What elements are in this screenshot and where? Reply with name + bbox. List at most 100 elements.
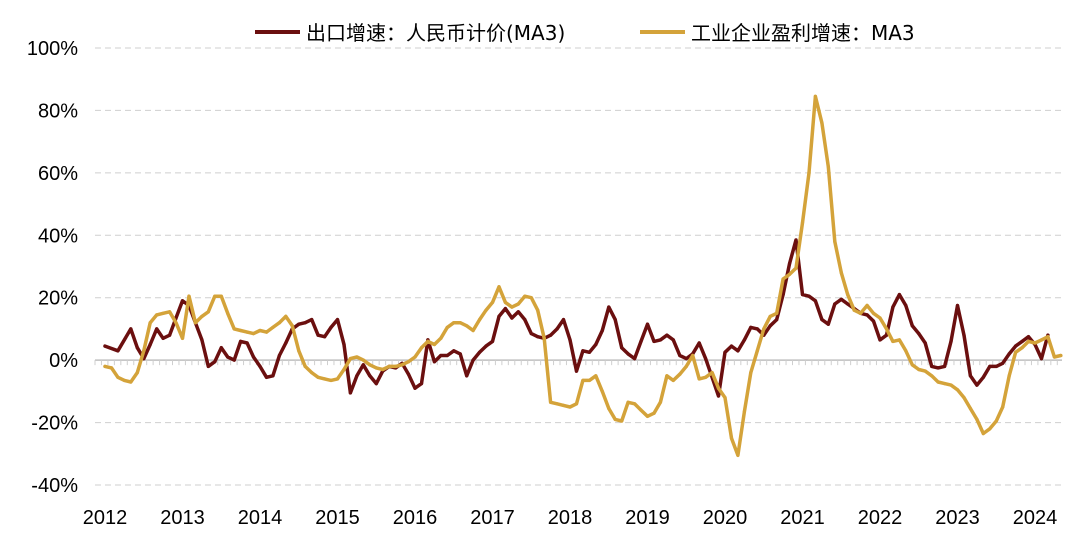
data-point-series-1 (923, 369, 927, 373)
data-point-series-1 (290, 324, 294, 328)
data-point-series-1 (419, 346, 424, 350)
data-point-series-0 (781, 293, 785, 297)
data-point-series-1 (955, 388, 960, 392)
data-point-series-0 (419, 382, 424, 386)
grid-lines (95, 47, 1062, 486)
data-point-series-0 (316, 333, 320, 337)
data-point-series-1 (193, 321, 197, 325)
data-point-series-1 (729, 436, 734, 440)
data-point-series-1 (968, 406, 973, 411)
data-point-series-1 (768, 314, 772, 318)
data-point-series-1 (684, 364, 688, 368)
data-point-series-1 (142, 349, 146, 353)
data-point-series-0 (116, 349, 120, 353)
x-axis-ticks: 2012 2013 2014 2015 2016 2017 2018 2019 2020 2021… (83, 507, 1058, 529)
data-point-series-0 (568, 338, 572, 342)
data-point-series-0 (484, 344, 488, 348)
data-point-series-1 (716, 386, 721, 390)
data-point-series-0 (807, 294, 811, 298)
data-point-series-1 (342, 367, 346, 372)
data-point-series-0 (633, 357, 637, 361)
data-point-series-0 (439, 353, 443, 358)
data-point-series-1 (503, 300, 507, 304)
data-point-series-1 (251, 332, 256, 336)
data-point-series-1 (1020, 346, 1024, 350)
data-point-series-1 (930, 374, 934, 378)
data-point-series-0 (729, 344, 734, 348)
data-point-series-0 (665, 333, 669, 337)
data-point-series-1 (445, 325, 449, 329)
data-point-series-0 (574, 369, 579, 373)
y-tick-label: -20% (31, 413, 78, 435)
data-point-series-1 (103, 364, 107, 368)
data-point-series-0 (607, 305, 611, 309)
data-point-series-1 (510, 305, 514, 309)
data-point-series-1 (219, 294, 223, 298)
data-point-series-1 (213, 294, 217, 298)
data-point-series-0 (878, 338, 882, 342)
data-point-series-0 (323, 335, 327, 339)
data-point-series-0 (1026, 335, 1031, 339)
data-point-series-1 (587, 378, 592, 382)
data-point-series-1 (335, 377, 340, 381)
x-tick-label: 2018 (548, 507, 593, 529)
data-point-series-0 (723, 350, 727, 354)
data-point-series-0 (833, 302, 837, 306)
data-point-series-0 (943, 364, 947, 368)
legend-label-profit-growth: 工业企业盈利增速：MA3 (691, 21, 915, 45)
data-point-series-0 (277, 353, 281, 358)
data-point-series-0 (342, 342, 346, 347)
data-point-series-1 (639, 408, 643, 412)
data-point-series-1 (755, 349, 759, 353)
data-point-series-1 (161, 311, 165, 315)
data-point-series-0 (529, 332, 533, 336)
data-point-series-1 (497, 285, 501, 289)
data-point-series-0 (678, 353, 682, 358)
data-point-series-1 (239, 328, 243, 333)
data-point-series-1 (471, 328, 475, 333)
data-point-series-1 (355, 355, 359, 359)
data-point-series-0 (594, 342, 598, 347)
data-point-series-1 (116, 375, 120, 379)
data-point-series-1 (542, 336, 546, 340)
data-point-series-1 (859, 311, 863, 315)
data-point-series-0 (949, 339, 953, 343)
data-point-series-1 (329, 378, 333, 382)
x-tick-label: 2014 (238, 507, 283, 529)
x-tick-label: 2016 (393, 507, 438, 529)
data-point-series-1 (271, 325, 275, 329)
data-point-series-0 (510, 316, 514, 320)
data-point-series-0 (736, 349, 740, 353)
data-point-series-1 (1007, 374, 1011, 378)
data-point-series-1 (949, 383, 953, 387)
y-tick-label: 0% (49, 350, 78, 372)
data-point-series-1 (833, 239, 837, 244)
data-point-series-0 (1020, 339, 1024, 343)
data-point-series-0 (161, 336, 165, 340)
data-point-series-0 (865, 313, 869, 317)
data-point-series-0 (716, 394, 721, 398)
data-point-series-0 (826, 322, 830, 326)
data-point-series-1 (458, 321, 462, 325)
data-point-series-1 (374, 366, 378, 370)
data-point-series-0 (975, 383, 979, 387)
data-point-series-1 (891, 339, 895, 343)
data-point-series-0 (1001, 361, 1005, 365)
data-point-series-1 (1059, 353, 1063, 358)
series-line-1 (103, 94, 1063, 458)
data-point-series-0 (871, 319, 876, 323)
data-point-series-1 (626, 400, 630, 404)
data-point-series-1 (794, 266, 798, 270)
data-point-series-1 (348, 357, 352, 361)
data-point-series-0 (955, 303, 960, 308)
data-point-series-1 (232, 327, 236, 331)
data-point-series-0 (910, 324, 914, 328)
data-point-series-1 (633, 402, 637, 406)
data-point-series-1 (878, 316, 882, 320)
data-point-series-0 (587, 350, 592, 354)
data-point-series-1 (109, 366, 114, 370)
data-point-series-0 (652, 339, 656, 343)
legend: 出口增速：人民币计价(MA3) 工业企业盈利增速：MA3 (255, 21, 915, 45)
data-point-series-0 (413, 386, 417, 390)
data-point-series-0 (355, 374, 359, 378)
